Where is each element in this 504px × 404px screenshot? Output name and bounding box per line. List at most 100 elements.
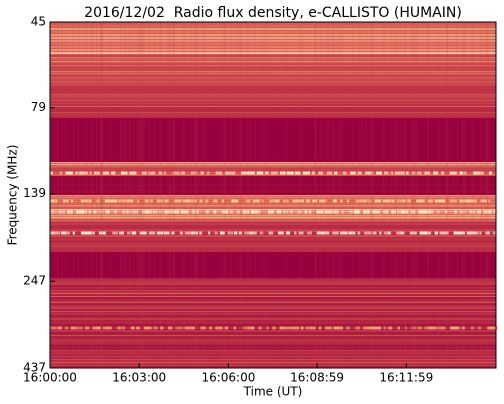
spectrogram-row (50, 308, 496, 310)
spectrogram-streak (325, 22, 327, 368)
spectrogram-streak (92, 22, 94, 368)
spectrogram-row (50, 333, 496, 335)
spectrogram-streak (314, 22, 316, 368)
spectrogram-streak (416, 22, 418, 368)
spectrogram-row (50, 353, 496, 355)
spectrogram-speck (441, 171, 445, 175)
spectrogram-row (50, 314, 496, 316)
spectrogram-speck (455, 326, 460, 330)
spectrogram-row (50, 320, 496, 322)
spectrogram-row (50, 25, 496, 28)
spectrogram-row (50, 46, 496, 49)
spectrogram-speck (141, 210, 150, 214)
spectrogram-row (50, 65, 496, 67)
spectrogram-speck (85, 231, 92, 235)
spectrogram-streak (299, 22, 301, 368)
spectrogram-speck (267, 210, 274, 214)
spectrogram-streak (383, 22, 385, 368)
spectrogram-streak (411, 22, 413, 368)
spectrogram-streak (143, 22, 145, 368)
spectrogram-row (50, 345, 496, 347)
spectrogram-speck (142, 171, 147, 175)
spectrogram-streak (285, 22, 287, 368)
spectrogram-row (50, 287, 496, 289)
spectrogram-speck (270, 171, 279, 175)
spectrogram-row (50, 195, 496, 197)
spectrogram-speck (90, 231, 95, 235)
spectrogram-row (50, 296, 496, 298)
spectrogram-row (50, 339, 496, 341)
spectrogram-streak (362, 22, 364, 368)
spectrogram-row (50, 250, 496, 252)
spectrogram-speck (234, 231, 238, 235)
spectrogram-streak (359, 22, 361, 368)
spectrogram-row (50, 31, 496, 34)
spectrogram-speck (132, 210, 139, 214)
spectrogram-speck (244, 231, 252, 235)
spectrogram-speck (134, 171, 137, 175)
spectrogram-speck (453, 231, 461, 235)
spectrogram-streak (314, 22, 316, 368)
spectrogram-streak (486, 22, 488, 368)
spectrogram-speck (93, 171, 100, 175)
spectrogram-speck (67, 231, 70, 235)
spectrogram-speck (160, 326, 164, 330)
spectrogram-streak (143, 22, 145, 368)
spectrogram-row (50, 237, 496, 239)
spectrogram-speck (487, 326, 493, 330)
spectrogram-speck (104, 199, 111, 203)
spectrogram-row (50, 321, 496, 323)
spectrogram-row (50, 59, 496, 61)
spectrogram-speck (374, 326, 382, 330)
spectrogram-speck (427, 199, 433, 203)
spectrogram-speck (164, 210, 171, 214)
spectrogram-speck (50, 171, 53, 175)
spectrogram-speck (65, 171, 73, 175)
spectrogram-speck (127, 199, 134, 203)
spectrogram-row (50, 297, 496, 299)
plot-frame (49, 21, 497, 369)
spectrogram-speck (311, 171, 315, 175)
spectrogram-speck (411, 326, 417, 330)
spectrogram-streak (100, 22, 102, 368)
spectrogram-speck (107, 326, 113, 330)
spectrogram-speck (88, 210, 92, 214)
spectrogram-speck (120, 171, 128, 175)
spectrogram-speck (436, 326, 445, 330)
spectrogram-speck (277, 231, 284, 235)
spectrogram-row (50, 97, 496, 99)
spectrogram-speck (81, 231, 88, 235)
spectrogram-speck (121, 210, 128, 214)
spectrogram-streak (480, 22, 482, 368)
spectrogram-speck (422, 210, 430, 214)
spectrogram-speck (331, 231, 339, 235)
spectrogram-speck (258, 210, 261, 214)
spectrogram-speck (290, 210, 293, 214)
spectrogram-streak (130, 22, 132, 368)
spectrogram-speck (307, 231, 312, 235)
spectrogram-row (50, 347, 496, 349)
spectrogram-speck (184, 326, 191, 330)
spectrogram-streak (395, 22, 397, 368)
spectrogram-streak (487, 22, 489, 368)
spectrogram-speck (364, 231, 372, 235)
spectrogram-speck (312, 199, 318, 203)
spectrogram-streak (148, 22, 150, 368)
spectrogram-speck (382, 199, 389, 203)
spectrogram-speck (235, 199, 239, 203)
spectrogram-speck (365, 199, 373, 203)
spectrogram-speck (463, 171, 467, 175)
spectrogram-speck (363, 210, 371, 214)
spectrogram-speck (156, 231, 164, 235)
spectrogram-speck (446, 231, 449, 235)
spectrogram-streak (203, 22, 205, 368)
spectrogram-streak (261, 22, 263, 368)
spectrogram-speck (479, 231, 482, 235)
spectrogram-speck (406, 210, 409, 214)
spectrogram-speck (449, 171, 458, 175)
spectrogram-row (50, 81, 496, 83)
spectrogram-speck (156, 199, 163, 203)
spectrogram-speck (339, 199, 343, 203)
spectrogram-row (50, 61, 496, 63)
spectrogram-streak (246, 22, 248, 368)
